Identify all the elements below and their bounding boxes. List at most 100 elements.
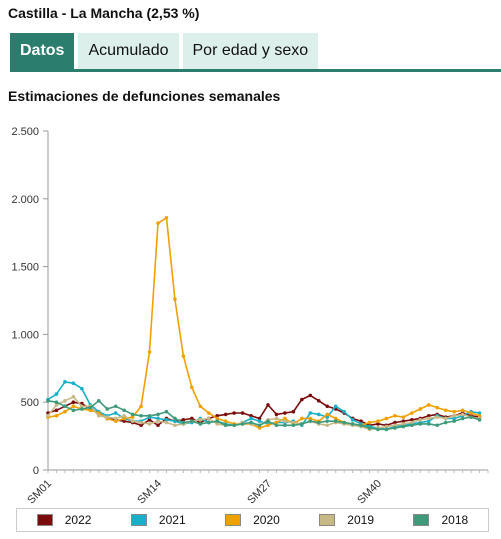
data-point: [460, 412, 465, 417]
data-point: [113, 416, 118, 421]
data-point: [54, 408, 59, 413]
data-point: [308, 411, 313, 415]
x-tick-label: SM01: [25, 478, 54, 505]
data-point: [308, 416, 313, 421]
data-point: [164, 418, 169, 422]
data-point: [232, 411, 236, 415]
data-point: [266, 403, 270, 407]
data-point: [181, 354, 186, 358]
data-point: [223, 423, 228, 428]
data-point: [316, 412, 321, 417]
data-point: [46, 413, 50, 418]
data-point: [173, 297, 177, 301]
legend-label: 2018: [441, 513, 469, 527]
data-point: [401, 419, 406, 423]
data-point: [376, 419, 380, 423]
x-tick-label: SM27: [245, 478, 274, 505]
data-point: [54, 403, 59, 407]
data-point: [376, 427, 380, 432]
data-point: [410, 423, 414, 428]
data-point: [410, 418, 414, 422]
data-point: [122, 419, 126, 423]
chart-title: Estimaciones de defunciones semanales: [8, 88, 281, 104]
data-point: [54, 392, 59, 396]
data-point: [452, 409, 456, 414]
data-point: [384, 427, 389, 432]
y-tick-label: 1.000: [11, 329, 39, 341]
data-point: [274, 412, 279, 417]
data-point: [384, 424, 389, 429]
data-point: [80, 407, 84, 411]
data-point: [190, 416, 194, 421]
data-point: [249, 416, 253, 421]
y-tick-label: 2.000: [11, 194, 39, 206]
data-point: [283, 416, 287, 421]
data-point: [393, 413, 397, 418]
data-point: [300, 397, 304, 402]
tab-datos[interactable]: Datos: [10, 33, 75, 69]
data-point: [342, 409, 346, 414]
data-point: [105, 415, 110, 419]
data-point: [139, 423, 143, 428]
y-tick-label: 500: [21, 397, 39, 409]
legend-item-2022[interactable]: 2022: [33, 513, 96, 527]
series-line-2018: [47, 399, 480, 431]
data-point: [410, 420, 414, 425]
series-layer: [46, 215, 482, 432]
data-point: [130, 412, 135, 417]
data-point: [477, 411, 482, 415]
data-point: [240, 422, 245, 426]
data-point: [359, 419, 363, 423]
data-point: [173, 416, 177, 421]
data-point: [223, 412, 228, 417]
data-point: [350, 422, 355, 426]
legend-item-2020[interactable]: 2020: [221, 513, 284, 527]
legend-item-2021[interactable]: 2021: [127, 513, 190, 527]
data-point: [266, 419, 270, 423]
data-point: [291, 420, 296, 425]
data-point: [198, 422, 203, 426]
data-point: [452, 413, 456, 418]
data-point: [122, 413, 126, 418]
legend-label: 2019: [347, 513, 374, 527]
data-point: [232, 423, 236, 428]
data-point: [71, 408, 76, 413]
series-2018: [46, 399, 482, 432]
data-point: [63, 399, 67, 403]
data-point: [54, 400, 59, 405]
data-point: [435, 415, 440, 419]
data-point: [63, 404, 67, 409]
legend-item-2018[interactable]: 2018: [409, 513, 472, 527]
legend-item-2019[interactable]: 2019: [315, 513, 378, 527]
data-point: [249, 420, 253, 425]
tab-acumulado[interactable]: Acumulado: [78, 33, 179, 69]
series-line-2020: [47, 217, 480, 429]
data-point: [88, 405, 93, 410]
data-point: [181, 418, 186, 422]
data-point: [147, 413, 152, 418]
data-point: [190, 419, 194, 423]
legend-label: 2020: [253, 513, 280, 527]
data-point: [122, 408, 126, 413]
data-point: [477, 413, 482, 418]
data-point: [443, 408, 448, 413]
data-point: [325, 412, 330, 417]
data-point: [249, 413, 253, 418]
data-point: [426, 419, 431, 423]
data-point: [156, 221, 160, 226]
data-point: [443, 420, 448, 425]
data-point: [308, 419, 313, 423]
data-point: [80, 386, 84, 391]
data-point: [283, 419, 287, 423]
data-point: [359, 423, 363, 428]
data-point: [215, 413, 220, 418]
data-point: [291, 409, 296, 414]
data-point: [367, 420, 372, 425]
x-tick-label: SM14: [135, 478, 164, 505]
tab-por-edad-y-sexo[interactable]: Por edad y sexo: [182, 33, 319, 69]
data-point: [215, 416, 220, 421]
data-point: [54, 413, 59, 418]
data-point: [435, 423, 440, 428]
data-point: [393, 423, 397, 428]
x-tick-label: SM40: [355, 478, 384, 505]
